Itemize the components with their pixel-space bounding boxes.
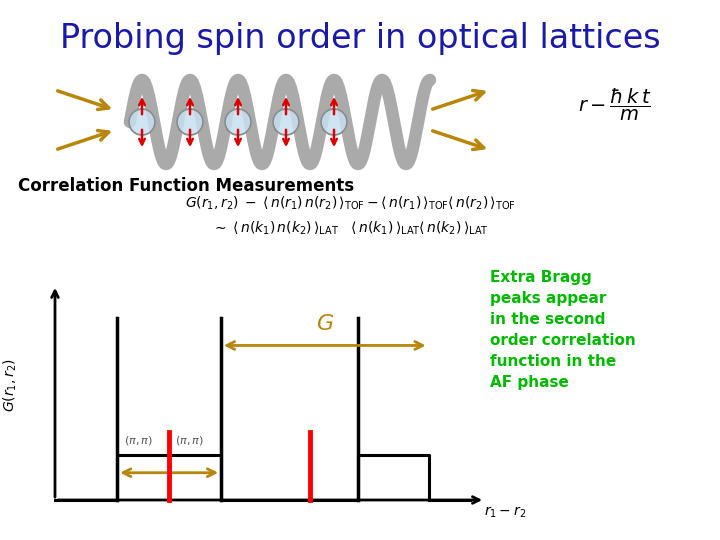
- Text: $G(r_1,r_2)$: $G(r_1,r_2)$: [1, 358, 19, 412]
- Circle shape: [273, 109, 299, 135]
- Text: $r - \dfrac{\hbar\, k\, t}{m}$: $r - \dfrac{\hbar\, k\, t}{m}$: [578, 87, 652, 123]
- Circle shape: [177, 109, 203, 135]
- Text: $(\pi,\pi)$: $(\pi,\pi)$: [176, 434, 204, 447]
- Text: $G(r_1, r_2)\; -\; \langle\, n(r_1)\, n(r_2)\,\rangle_{\rm TOF} - \langle\, n(r_: $G(r_1, r_2)\; -\; \langle\, n(r_1)\, n(…: [184, 195, 516, 212]
- Text: Correlation Function Measurements: Correlation Function Measurements: [18, 177, 354, 195]
- Text: $\sim\; \langle\, n(k_1)\, n(k_2)\,\rangle_{\rm LAT} \quad \langle\, n(k_1)\,\ra: $\sim\; \langle\, n(k_1)\, n(k_2)\,\rang…: [212, 220, 488, 238]
- Text: $G$: $G$: [315, 313, 334, 335]
- Circle shape: [321, 109, 347, 135]
- Text: $r_1 - r_2$: $r_1 - r_2$: [484, 504, 526, 519]
- Circle shape: [225, 109, 251, 135]
- Circle shape: [129, 109, 155, 135]
- Text: Probing spin order in optical lattices: Probing spin order in optical lattices: [60, 22, 660, 55]
- Text: $(\pi,\pi)$: $(\pi,\pi)$: [124, 434, 153, 447]
- Text: Extra Bragg
peaks appear
in the second
order correlation
function in the
AF phas: Extra Bragg peaks appear in the second o…: [490, 270, 636, 390]
